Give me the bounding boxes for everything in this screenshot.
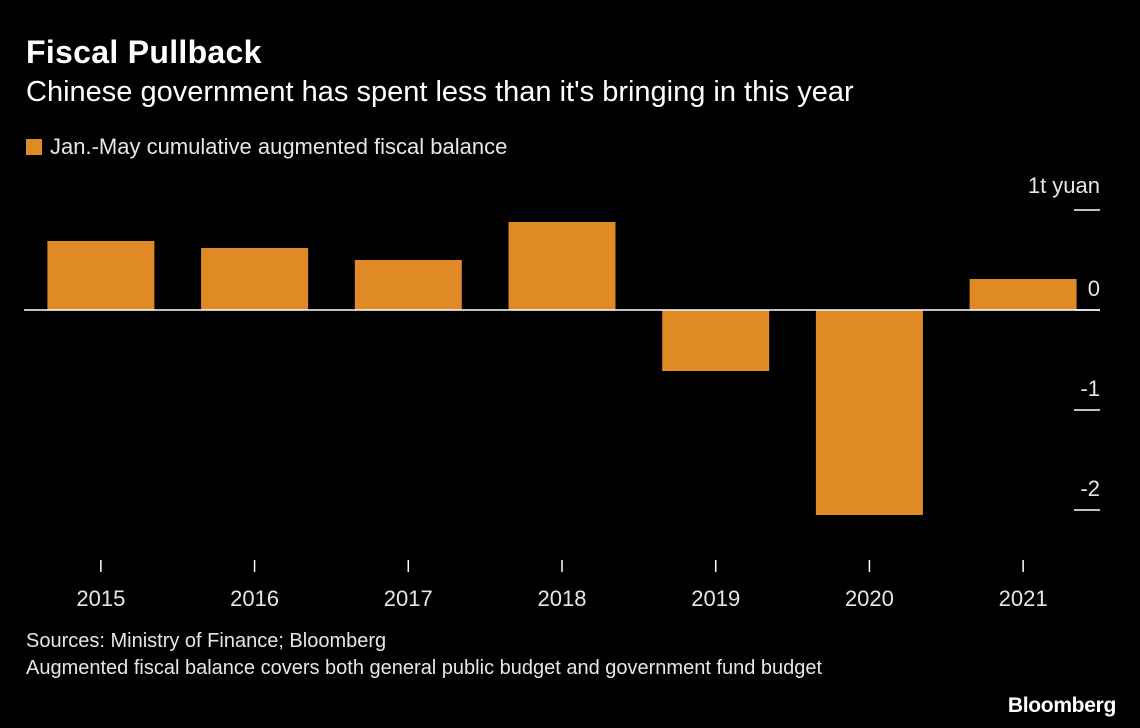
bar-2020 bbox=[815, 310, 923, 515]
bar-2018 bbox=[508, 222, 616, 310]
definition-note: Augmented fiscal balance covers both gen… bbox=[26, 657, 823, 679]
legend-swatch bbox=[26, 139, 42, 155]
x-tick-label-2016: 2016 bbox=[230, 586, 279, 611]
x-tick-label-2019: 2019 bbox=[691, 586, 740, 611]
bar-2016 bbox=[201, 248, 309, 310]
y-tick-label: -2 bbox=[1080, 476, 1100, 501]
y-ticks-group: 0 -1 -2 bbox=[1074, 209, 1100, 511]
y-tick-label: -1 bbox=[1080, 376, 1100, 401]
bloomberg-logo: Bloomberg bbox=[1007, 694, 1116, 717]
legend: Jan.-May cumulative augmented fiscal bal… bbox=[26, 134, 507, 160]
x-tick-label-2018: 2018 bbox=[538, 586, 587, 611]
x-tick-label-2015: 2015 bbox=[76, 586, 125, 611]
y-tick-label: 0 bbox=[1088, 276, 1100, 301]
y-axis-unit-label: 1t yuan bbox=[1027, 173, 1100, 198]
bar-2015 bbox=[47, 241, 155, 310]
legend-label: Jan.-May cumulative augmented fiscal bal… bbox=[50, 134, 508, 159]
bar-2017 bbox=[354, 260, 462, 310]
x-ticks-group: 2015 2016 2017 2018 2019 2020 2021 bbox=[76, 560, 1048, 611]
chart-title: Fiscal Pullback bbox=[26, 34, 262, 70]
chart-subtitle: Chinese government has spent less than i… bbox=[26, 76, 854, 108]
sources-note: Sources: Ministry of Finance; Bloomberg bbox=[26, 630, 387, 652]
bars-group bbox=[47, 222, 1077, 515]
bar-2021 bbox=[969, 279, 1077, 310]
footer: Sources: Ministry of Finance; Bloomberg … bbox=[26, 628, 926, 682]
x-tick-label-2017: 2017 bbox=[384, 586, 433, 611]
x-tick-label-2021: 2021 bbox=[999, 586, 1048, 611]
bar-2019 bbox=[662, 310, 770, 371]
x-tick-label-2020: 2020 bbox=[845, 586, 894, 611]
